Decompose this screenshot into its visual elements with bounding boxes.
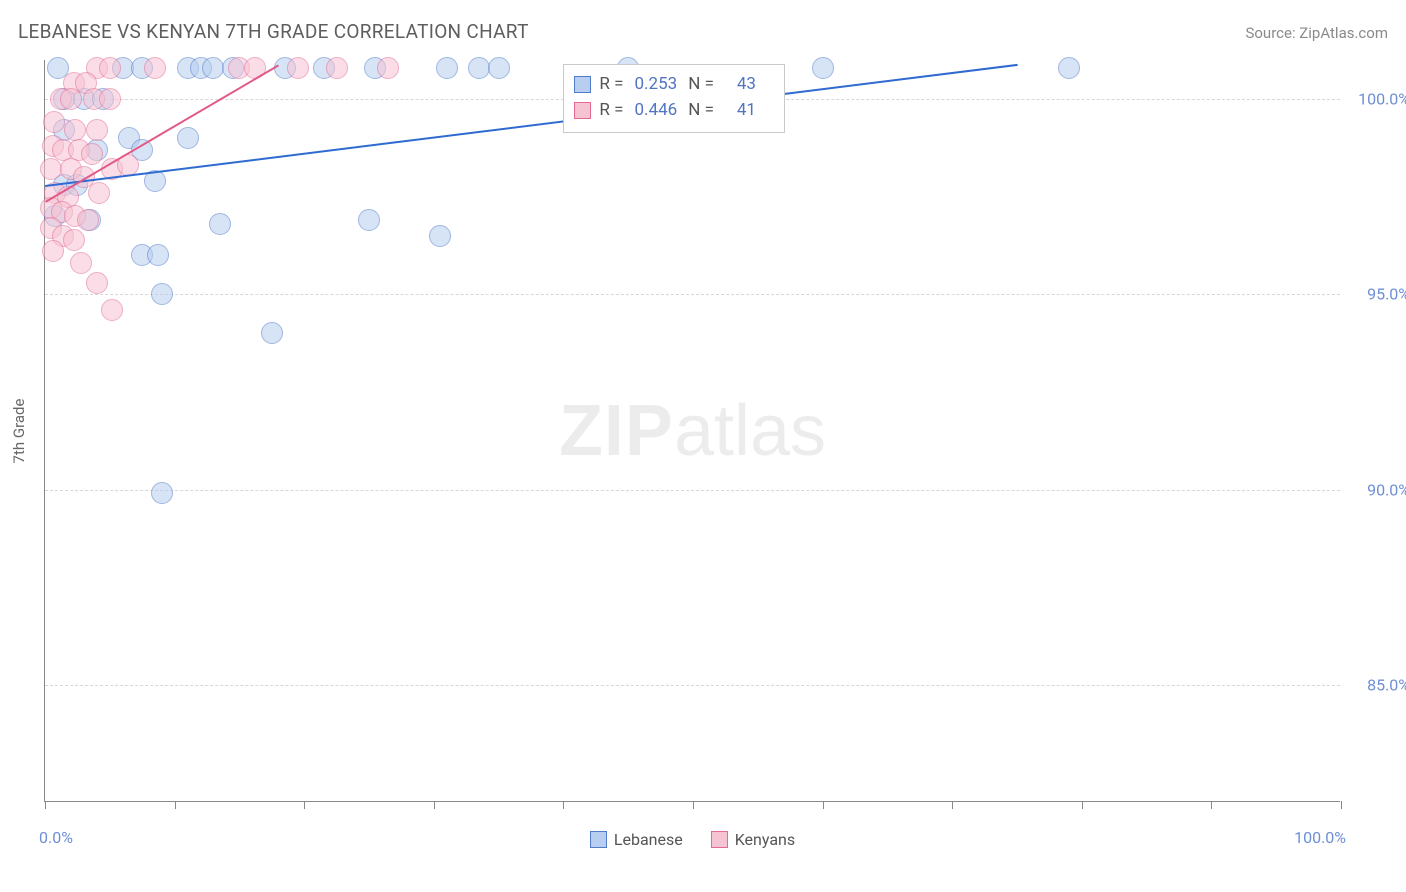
data-point (60, 88, 82, 110)
data-point (63, 229, 85, 251)
data-point (436, 57, 458, 79)
trend-line (45, 64, 1017, 187)
data-point (42, 240, 64, 262)
series-legend-item: Kenyans (711, 830, 795, 849)
data-point (151, 482, 173, 504)
x-tick (175, 801, 176, 809)
data-point (209, 213, 231, 235)
data-point (144, 57, 166, 79)
data-point (86, 272, 108, 294)
x-tick (1082, 801, 1083, 809)
y-tick-label: 90.0% (1350, 480, 1406, 499)
data-point (177, 127, 199, 149)
legend-swatch (711, 831, 728, 848)
data-point (1058, 57, 1080, 79)
x-tick (45, 801, 46, 809)
data-point (99, 88, 121, 110)
gridline (45, 294, 1340, 295)
x-tick (1341, 801, 1342, 809)
data-point (358, 209, 380, 231)
data-point (261, 322, 283, 344)
data-point (151, 283, 173, 305)
series-legend-item: Lebanese (590, 830, 683, 849)
source-label: Source: ZipAtlas.com (1245, 24, 1388, 42)
data-point (377, 57, 399, 79)
stats-legend: R = 0.253 N = 43R = 0.446 N = 41 (563, 64, 785, 133)
legend-swatch (574, 102, 591, 119)
watermark: ZIPatlas (559, 390, 826, 472)
x-tick (563, 801, 564, 809)
y-tick-label: 95.0% (1350, 285, 1406, 304)
series-legend: Lebanese Kenyans (45, 830, 1340, 849)
data-point (86, 119, 108, 141)
legend-swatch (574, 76, 591, 93)
data-point (147, 244, 169, 266)
x-tick (823, 801, 824, 809)
data-point (88, 182, 110, 204)
data-point (488, 57, 510, 79)
stats-legend-row: R = 0.446 N = 41 (574, 97, 770, 123)
data-point (77, 209, 99, 231)
x-tick (693, 801, 694, 809)
x-tick (1211, 801, 1212, 809)
data-point (812, 57, 834, 79)
x-tick (952, 801, 953, 809)
data-point (429, 225, 451, 247)
watermark-zip: ZIP (559, 391, 674, 471)
y-tick-label: 100.0% (1350, 90, 1406, 109)
y-axis-title: 7th Grade (10, 398, 28, 463)
data-point (70, 252, 92, 274)
data-point (99, 57, 121, 79)
legend-swatch (590, 831, 607, 848)
title-bar: LEBANESE VS KENYAN 7TH GRADE CORRELATION… (18, 20, 1388, 43)
legend-stat-text: R = 0.446 N = 41 (599, 97, 770, 123)
x-tick (304, 801, 305, 809)
data-point (64, 119, 86, 141)
x-tick (434, 801, 435, 809)
data-point (101, 299, 123, 321)
legend-stat-text: R = 0.253 N = 43 (599, 71, 770, 97)
data-point (81, 143, 103, 165)
data-point (326, 57, 348, 79)
data-point (43, 111, 65, 133)
plot-area: 7th Grade ZIPatlas 85.0%90.0%95.0%100.0%… (44, 60, 1340, 802)
watermark-atlas: atlas (674, 391, 826, 471)
gridline (45, 490, 1340, 491)
data-point (287, 57, 309, 79)
gridline (45, 685, 1340, 686)
chart-title: LEBANESE VS KENYAN 7TH GRADE CORRELATION… (18, 20, 529, 43)
y-tick-label: 85.0% (1350, 675, 1406, 694)
stats-legend-row: R = 0.253 N = 43 (574, 71, 770, 97)
